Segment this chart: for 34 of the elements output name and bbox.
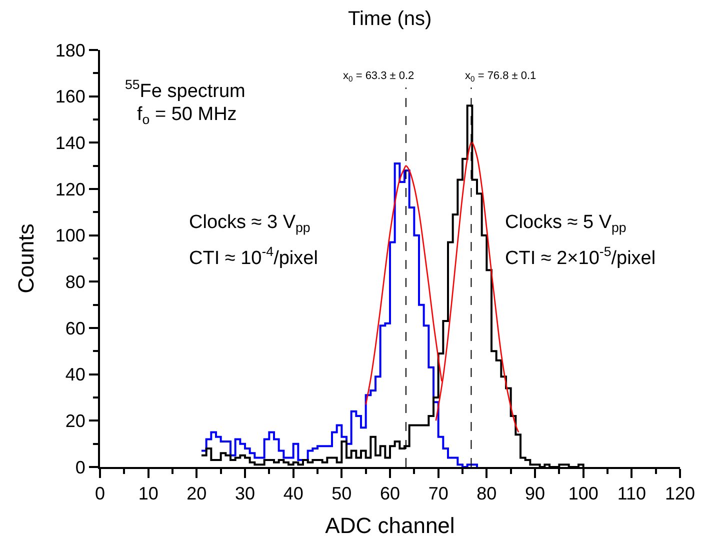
x-tick-label: 10 <box>138 484 158 504</box>
x-tick-label: 30 <box>234 484 256 504</box>
y-tick-label: 20 <box>65 410 86 431</box>
annotation: $^{55}$Fe spectrum <box>125 77 246 102</box>
x-tick-label: 50 <box>332 484 352 504</box>
x-tick-label: 110 <box>617 484 646 504</box>
y-tick-label: 60 <box>65 318 86 338</box>
annotation: Clocks ≈ 5 V$_{pp}$ <box>505 212 626 235</box>
x-tick-label: 0 <box>94 484 106 504</box>
x-tick-label: 40 <box>283 484 304 504</box>
ref-line-label: x$_{0}$ = 63.3 ± 0.2 <box>343 70 414 84</box>
x-tick-label: 100 <box>568 484 598 504</box>
annotation: Clocks ≈ 3 V$_{pp}$ <box>189 212 310 235</box>
annotation: CTI ≈ 10$^{-4}$/pixel <box>189 244 318 269</box>
y-tick-label: 80 <box>65 272 86 292</box>
annotation: CTI ≈ 2×10$^{-5}$/pixel <box>505 244 656 269</box>
y-tick-label: 40 <box>65 364 86 385</box>
y-tick-label: 0 <box>75 457 86 478</box>
y-tick-label: 100 <box>55 226 86 246</box>
ref-line-label: x$_{0}$ = 76.8 ± 0.1 <box>465 70 536 84</box>
x-tick-label: 70 <box>428 484 448 504</box>
y-tick-label: 140 <box>55 132 86 153</box>
x2-axis-title: Time (ns) <box>348 8 432 30</box>
x-tick-label: 120 <box>664 484 696 504</box>
x-tick-label: 60 <box>380 484 400 504</box>
annotation: f$_{o}$ = 50 MHz <box>137 104 237 127</box>
y-tick-label: 120 <box>55 179 86 200</box>
y-axis-title: Counts <box>14 224 39 294</box>
x-tick-label: 80 <box>476 484 497 504</box>
x-axis-title: ADC channel <box>325 513 455 538</box>
x-tick-label: 90 <box>524 484 546 504</box>
y-tick-label: 180 <box>55 40 86 60</box>
x-tick-label: 20 <box>186 484 207 504</box>
y-tick-label: 160 <box>55 86 86 107</box>
